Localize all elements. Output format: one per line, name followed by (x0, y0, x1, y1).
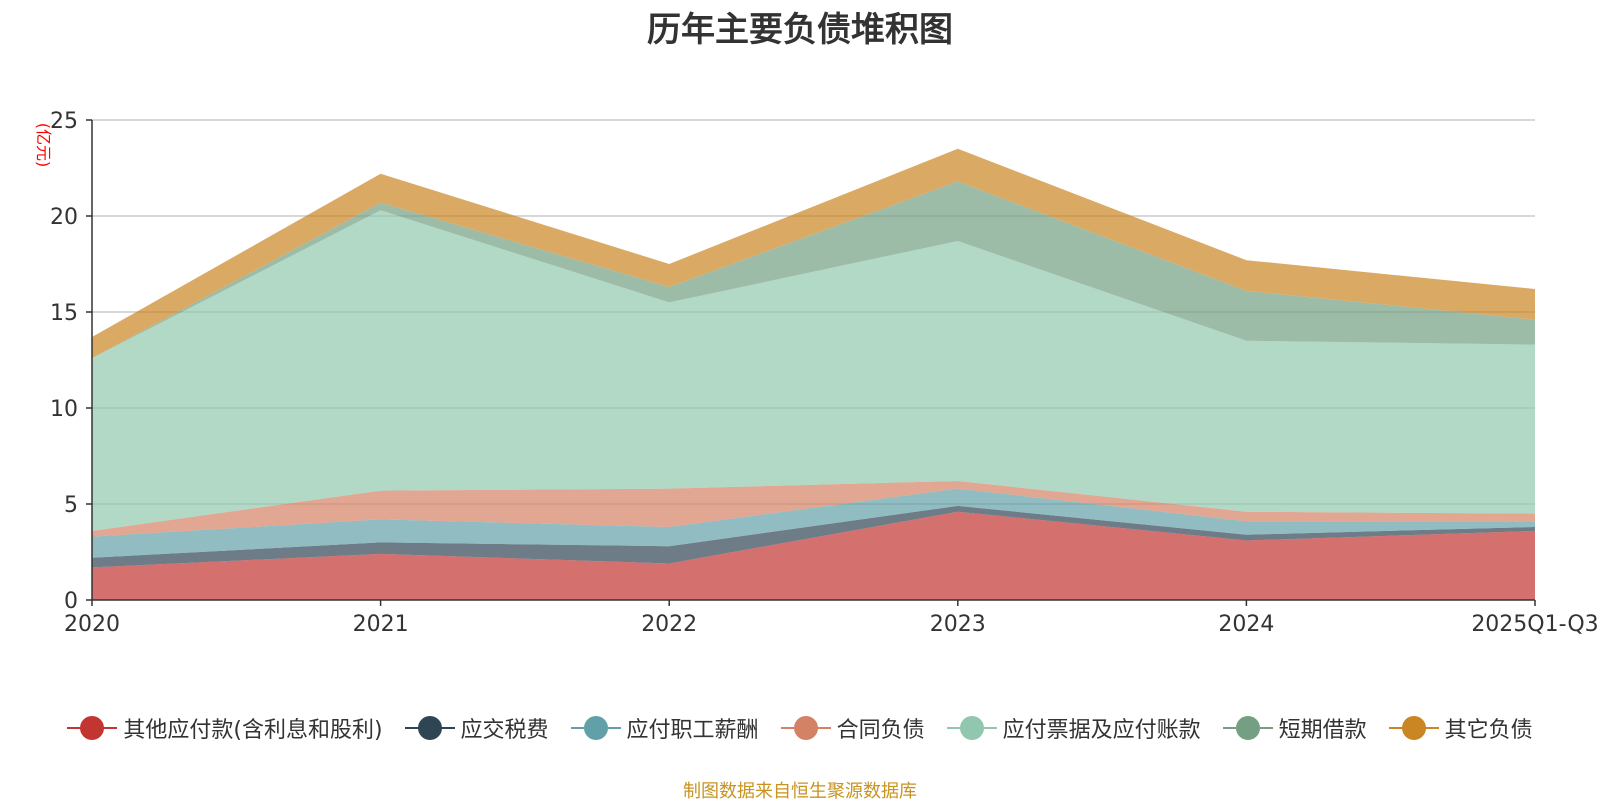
x-tick-label: 2023 (930, 612, 986, 637)
y-tick-label: 25 (50, 109, 78, 134)
x-tick-label: 2021 (353, 612, 409, 637)
y-tick-label: 5 (64, 493, 78, 518)
y-tick-label: 15 (50, 301, 78, 326)
legend-label: 其它负债 (1444, 718, 1533, 743)
legend-marker-icon (946, 716, 997, 740)
legend-item[interactable]: 其它负债 (1388, 712, 1533, 744)
legend-label: 应付职工薪酬 (626, 718, 759, 743)
x-tick-label: 2020 (64, 612, 120, 637)
legend-label: 合同负债 (836, 718, 925, 743)
y-axis-label: (亿元) (34, 123, 53, 168)
chart-title: 历年主要负债堆积图 (647, 10, 953, 50)
legend-label: 短期借款 (1278, 718, 1367, 743)
area-series-1 (92, 511, 1535, 600)
chart-legend: 其他应付款(含利息和股利) 应交税费 应付职工薪酬 合同负债 应付票据及应付账款 短期借款… (0, 712, 1600, 744)
source-note: 制图数据来自恒生聚源数据库 (683, 781, 917, 802)
legend-item[interactable]: 应付职工薪酬 (570, 712, 759, 744)
legend-label: 其他应付款(含利息和股利) (123, 718, 383, 743)
area-series-2 (92, 505, 1535, 568)
legend-label: 应交税费 (460, 718, 549, 743)
area-series-7 (92, 148, 1535, 359)
legend-marker-icon (404, 716, 455, 740)
legend-marker-icon (1388, 716, 1439, 740)
legend-marker-icon (1222, 716, 1273, 740)
x-tick-label: 2025Q1-Q3 (1471, 612, 1598, 637)
legend-marker-icon (570, 716, 621, 740)
legend-item[interactable]: 其他应付款(含利息和股利) (67, 712, 383, 744)
area-series-4 (92, 481, 1535, 537)
x-tick-label: 2024 (1218, 612, 1274, 637)
legend-item[interactable]: 合同负债 (780, 712, 925, 744)
x-tick-label: 2022 (641, 612, 697, 637)
y-tick-label: 10 (50, 397, 78, 422)
area-series-5 (92, 210, 1535, 531)
y-tick-label: 0 (64, 589, 78, 614)
y-tick-label: 20 (50, 205, 78, 230)
legend-item[interactable]: 应交税费 (404, 712, 549, 744)
legend-marker-icon (780, 716, 831, 740)
legend-item[interactable]: 应付票据及应付账款 (946, 712, 1201, 744)
legend-item[interactable]: 短期借款 (1222, 712, 1367, 744)
area-series-6 (92, 181, 1535, 359)
legend-label: 应付票据及应付账款 (1002, 718, 1201, 743)
legend-marker-icon (67, 716, 118, 740)
area-series-3 (92, 488, 1535, 558)
